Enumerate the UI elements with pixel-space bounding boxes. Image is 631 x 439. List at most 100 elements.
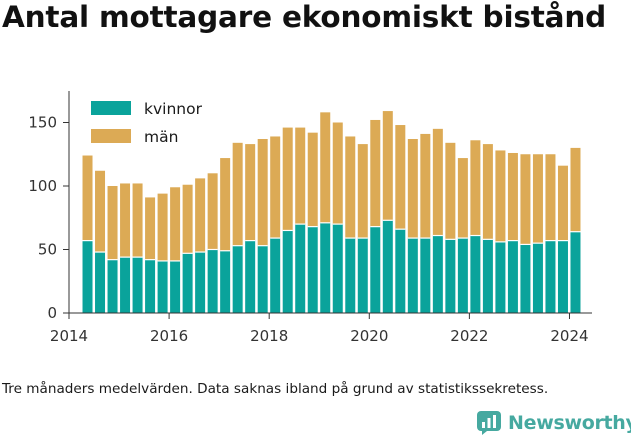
bar-kvinnor bbox=[357, 238, 368, 313]
y-tick-label: 100 bbox=[28, 177, 57, 195]
legend-swatch-kvinnor bbox=[91, 101, 131, 115]
bar-man bbox=[520, 154, 531, 245]
bar-kvinnor bbox=[407, 238, 418, 313]
bar-man bbox=[557, 165, 568, 241]
bar-kvinnor bbox=[132, 257, 143, 313]
bar-kvinnor bbox=[207, 249, 218, 313]
bar-man bbox=[107, 186, 118, 260]
bar-kvinnor bbox=[570, 231, 581, 313]
bar-kvinnor bbox=[295, 224, 306, 313]
bar-man bbox=[570, 147, 581, 232]
bar-kvinnor bbox=[157, 260, 168, 313]
chart-title: Antal mottagare ekonomiskt bistånd bbox=[2, 0, 607, 34]
bar-kvinnor bbox=[482, 239, 493, 313]
bar-man bbox=[407, 139, 418, 239]
bar-man bbox=[482, 144, 493, 240]
bar-kvinnor bbox=[245, 240, 256, 313]
bar-kvinnor bbox=[382, 220, 393, 313]
legend: kvinnor män bbox=[91, 100, 203, 146]
bar-man bbox=[432, 128, 443, 236]
legend-label-man: män bbox=[144, 128, 178, 146]
bar-kvinnor bbox=[545, 240, 556, 313]
bar-man bbox=[295, 127, 306, 225]
bar-kvinnor bbox=[320, 222, 331, 313]
bar-man bbox=[457, 158, 468, 239]
brand-logo[interactable]: Newsworthy bbox=[476, 409, 631, 437]
bar-kvinnor bbox=[270, 238, 281, 313]
bar-kvinnor bbox=[345, 238, 356, 313]
legend-label-kvinnor: kvinnor bbox=[144, 100, 203, 118]
bar-kvinnor bbox=[332, 224, 343, 313]
x-tick-label: 2024 bbox=[550, 327, 588, 345]
bar-kvinnor bbox=[182, 253, 193, 313]
bar-man bbox=[507, 152, 518, 241]
bar-kvinnor bbox=[170, 260, 181, 313]
bar-man bbox=[82, 155, 93, 241]
bar-man bbox=[332, 122, 343, 225]
bar-kvinnor bbox=[307, 226, 318, 313]
bar-man bbox=[120, 183, 131, 258]
bar-man bbox=[170, 187, 181, 261]
x-tick-label: 2020 bbox=[350, 327, 388, 345]
bar-kvinnor bbox=[532, 243, 543, 313]
bar-kvinnor bbox=[95, 252, 106, 313]
bar-man bbox=[220, 158, 231, 251]
bar-man bbox=[495, 150, 506, 242]
bar-man bbox=[395, 125, 406, 230]
x-tick-label: 2022 bbox=[450, 327, 488, 345]
bar-man bbox=[545, 154, 556, 241]
brand-name: Newsworthy bbox=[508, 412, 631, 434]
bar-man bbox=[470, 140, 481, 236]
bar-kvinnor bbox=[520, 244, 531, 313]
x-tick-label: 2014 bbox=[50, 327, 88, 345]
footnote: Tre månaders medelvärden. Data saknas ib… bbox=[2, 381, 549, 397]
y-tick-label: 50 bbox=[38, 241, 57, 259]
legend-swatch-man bbox=[91, 129, 131, 143]
bar-kvinnor bbox=[82, 240, 93, 313]
bar-man bbox=[207, 173, 218, 250]
bar-kvinnor bbox=[232, 245, 243, 313]
bar-man bbox=[270, 136, 281, 239]
bar-man bbox=[445, 142, 456, 240]
bar-man bbox=[420, 133, 431, 239]
bar-man bbox=[357, 144, 368, 239]
bar-kvinnor bbox=[257, 245, 268, 313]
bar-kvinnor bbox=[220, 250, 231, 313]
bar-kvinnor bbox=[120, 257, 131, 313]
bar-kvinnor bbox=[432, 235, 443, 313]
bar-kvinnor bbox=[457, 238, 468, 313]
bar-man bbox=[245, 144, 256, 241]
bar-man bbox=[382, 111, 393, 221]
bar-kvinnor bbox=[420, 238, 431, 313]
axes-layer: 0 50 100 150 2014 2016 2018 2020 2022 2024 bbox=[28, 91, 592, 345]
bar-kvinnor bbox=[107, 259, 118, 313]
y-tick-label: 0 bbox=[47, 304, 57, 322]
bar-man bbox=[157, 193, 168, 261]
bar-kvinnor bbox=[495, 241, 506, 313]
bar-kvinnor bbox=[470, 235, 481, 313]
bars-layer bbox=[82, 111, 581, 313]
bar-kvinnor bbox=[145, 259, 156, 313]
bar-man bbox=[182, 184, 193, 254]
bar-man bbox=[145, 197, 156, 260]
bar-kvinnor bbox=[282, 230, 293, 313]
y-tick-label: 150 bbox=[28, 114, 57, 132]
bar-man bbox=[95, 170, 106, 253]
bar-kvinnor bbox=[557, 240, 568, 313]
bar-kvinnor bbox=[507, 240, 518, 313]
bar-kvinnor bbox=[370, 226, 381, 313]
bar-man bbox=[282, 127, 293, 231]
bar-man bbox=[257, 139, 268, 246]
x-tick-label: 2016 bbox=[150, 327, 188, 345]
bar-kvinnor bbox=[395, 229, 406, 313]
newsworthy-logo-icon bbox=[477, 411, 501, 435]
bar-man bbox=[532, 154, 543, 244]
bar-man bbox=[232, 142, 243, 246]
bar-man bbox=[345, 136, 356, 239]
bar-kvinnor bbox=[195, 252, 206, 313]
x-tick-label: 2018 bbox=[250, 327, 288, 345]
bar-man bbox=[195, 178, 206, 253]
bar-kvinnor bbox=[445, 239, 456, 313]
bar-man bbox=[320, 112, 331, 223]
